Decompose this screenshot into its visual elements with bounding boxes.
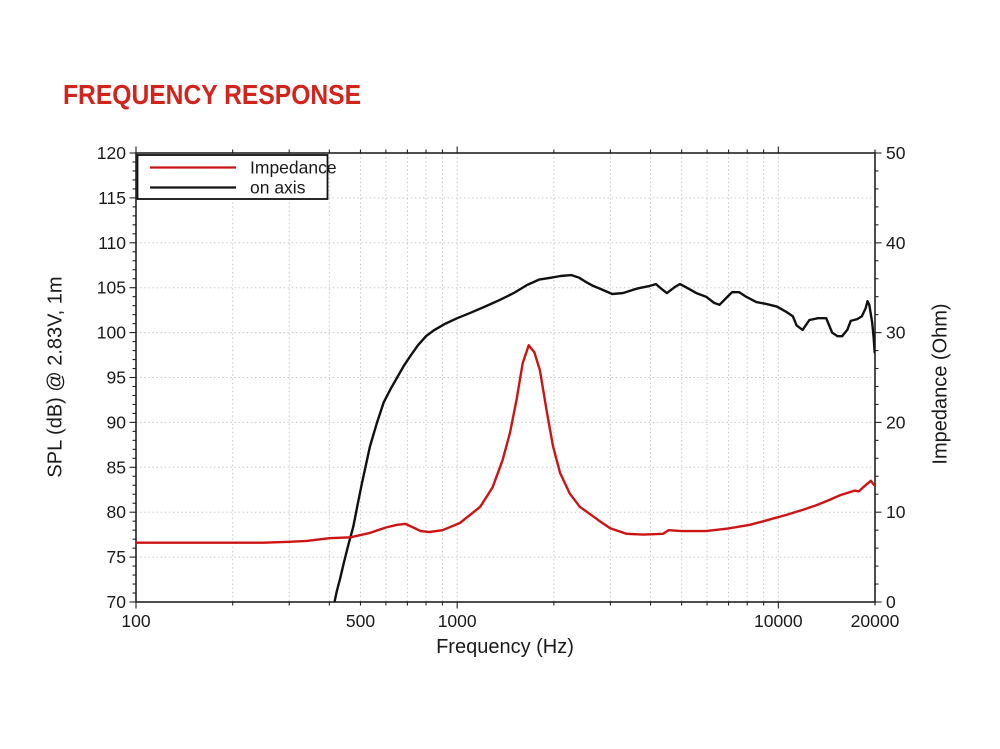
x-tick-label: 20000 <box>851 611 900 631</box>
page-title: FREQUENCY RESPONSE <box>63 79 362 110</box>
left-tick-label: 120 <box>97 143 126 163</box>
gridlines <box>136 153 875 602</box>
left-tick-label: 80 <box>107 502 127 522</box>
left-tick-label: 90 <box>107 412 127 432</box>
legend-label: Impedance <box>250 158 337 178</box>
left-axis-label: SPL (dB) @ 2.83V, 1m <box>44 276 67 478</box>
right-tick-label: 10 <box>886 502 906 522</box>
x-tick-label: 10000 <box>754 611 803 631</box>
left-tick-label: 85 <box>107 457 126 477</box>
x-axis-label: Frequency (Hz) <box>436 636 574 658</box>
right-axis-label: Impedance (Ohm) <box>929 303 952 465</box>
left-tick-label: 70 <box>107 592 127 612</box>
right-tick-label: 20 <box>886 412 906 432</box>
left-tick-label: 95 <box>107 368 126 388</box>
legend-label: on axis <box>250 178 306 198</box>
legend-box <box>136 154 329 200</box>
left-tick-label: 115 <box>98 188 126 208</box>
right-tick-label: 30 <box>886 323 906 343</box>
on-axis-curve <box>333 273 875 602</box>
right-tick-label: 50 <box>886 143 906 163</box>
left-tick-label: 105 <box>97 278 126 298</box>
left-tick-label: 100 <box>97 323 126 343</box>
x-tick-label: 100 <box>121 611 150 631</box>
x-tick-label: 500 <box>346 611 375 631</box>
curves <box>136 273 875 602</box>
right-tick-label: 0 <box>886 592 896 612</box>
x-tick-label: 1000 <box>438 611 477 631</box>
right-tick-label: 40 <box>886 233 906 253</box>
tick-labels: 100 500 1000 10000 2000070758085909510010511… <box>97 143 906 631</box>
plot-frame <box>135 152 876 603</box>
left-tick-label: 75 <box>107 547 126 567</box>
left-tick-label: 110 <box>98 233 126 253</box>
impedance-curve <box>136 344 875 544</box>
